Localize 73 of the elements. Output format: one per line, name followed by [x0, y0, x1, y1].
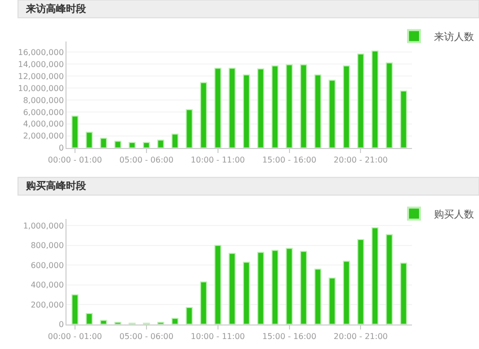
y-tick-label: 4,000,000 [23, 120, 64, 129]
bar [400, 90, 408, 148]
x-tick-label: 15:00 - 16:00 [262, 155, 316, 164]
bar [242, 74, 250, 148]
bar [372, 50, 379, 148]
bar [257, 252, 264, 324]
bar [86, 132, 93, 148]
bar [171, 318, 178, 324]
bar [328, 80, 336, 148]
bar [314, 268, 322, 324]
bar [271, 65, 278, 148]
bar [328, 277, 336, 324]
bar [186, 307, 193, 324]
legend-label: 购买人数 [434, 210, 474, 221]
bar [71, 294, 78, 324]
bar [157, 140, 164, 148]
x-tick-label: 20:00 - 21:00 [334, 332, 388, 341]
y-tick-label: 2,000,000 [23, 132, 64, 141]
x-tick-label: 10:00 - 11:00 [190, 332, 245, 341]
y-tick-label: 6,000,000 [23, 108, 64, 117]
y-tick-label: 0 [58, 320, 64, 330]
bar [100, 320, 108, 324]
x-tick-label: 10:00 - 11:00 [190, 155, 245, 164]
x-tick-label: 05:00 - 06:00 [119, 332, 174, 341]
y-tick-label: 1,000,000 [23, 222, 64, 231]
bar [214, 244, 222, 324]
bar [372, 227, 379, 324]
bar [171, 134, 178, 148]
bar [357, 53, 364, 148]
bar [300, 64, 308, 148]
bar [400, 262, 408, 324]
bar [200, 82, 208, 148]
y-tick-label: 14,000,000 [18, 60, 64, 69]
bar [214, 68, 222, 148]
bar [386, 62, 393, 148]
y-tick-label: 10,000,000 [18, 84, 64, 93]
bar [342, 65, 350, 148]
bar [71, 116, 78, 148]
bar [314, 74, 322, 148]
bar [257, 68, 264, 148]
bar [357, 239, 364, 324]
bar [300, 250, 308, 324]
y-tick-label: 600,000 [30, 260, 64, 270]
y-tick-label: 12,000,000 [18, 72, 64, 81]
legend-label: 来访人数 [434, 31, 474, 44]
y-tick-label: 16,000,000 [18, 48, 64, 57]
bar [286, 248, 293, 324]
bar [271, 250, 278, 324]
bar [242, 262, 250, 324]
chart-title: 来访高峰时段 [25, 3, 87, 15]
bar [100, 138, 108, 148]
x-tick-label: 00:00 - 01:00 [48, 332, 102, 341]
x-tick-label: 15:00 - 16:00 [262, 332, 316, 341]
x-tick-label: 05:00 - 06:00 [119, 155, 174, 164]
y-tick-label: 800,000 [30, 241, 64, 250]
bar [342, 260, 350, 324]
bar [114, 140, 122, 148]
bar [228, 252, 236, 324]
bar [200, 281, 208, 324]
bar [228, 68, 236, 148]
bar [86, 312, 93, 324]
y-tick-label: 400,000 [30, 280, 64, 290]
bar [286, 64, 293, 148]
bar [386, 234, 393, 324]
bar [142, 142, 150, 148]
x-tick-label: 00:00 - 01:00 [48, 155, 102, 164]
x-tick-label: 20:00 - 21:00 [334, 155, 388, 164]
bar [128, 142, 136, 148]
y-tick-label: 200,000 [30, 300, 64, 310]
y-tick-label: 8,000,000 [23, 96, 64, 105]
bar [186, 109, 193, 148]
y-tick-label: 0 [58, 144, 64, 153]
chart-title: 购买高峰时段 [25, 180, 87, 192]
